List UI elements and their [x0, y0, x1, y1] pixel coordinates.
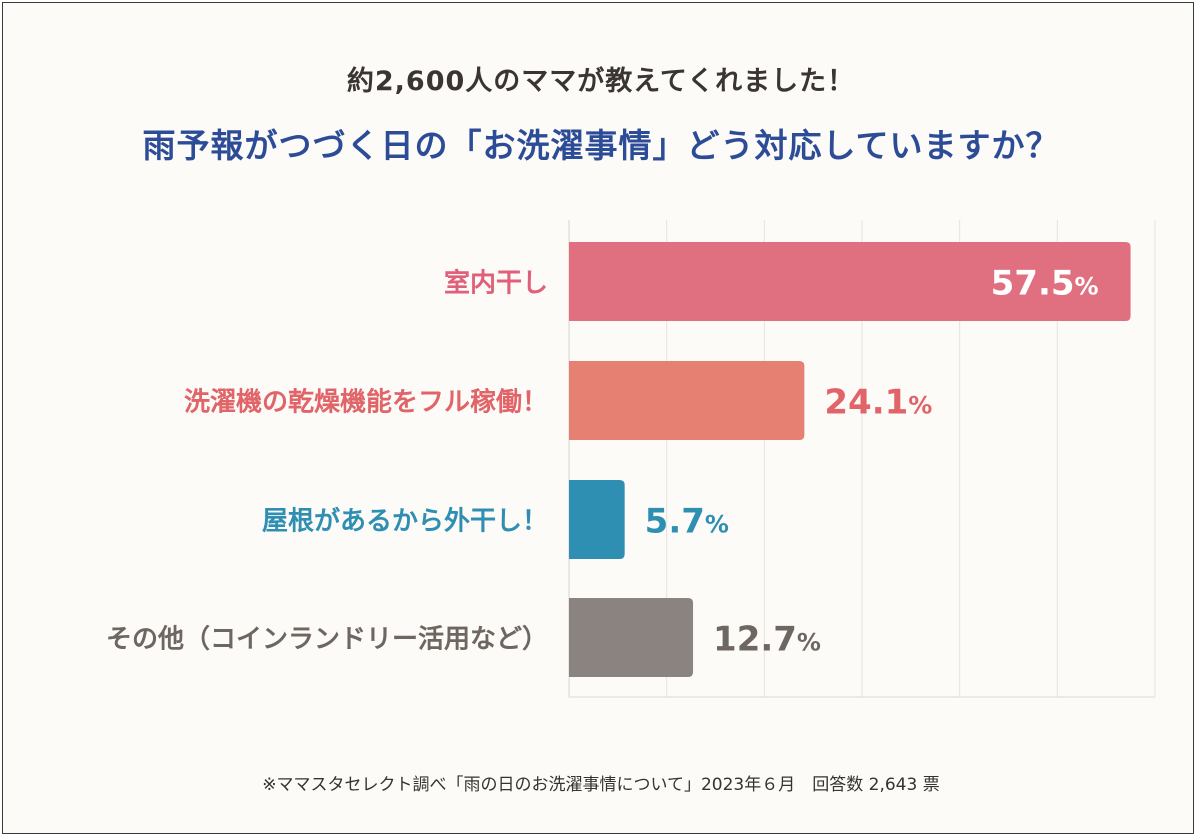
bar	[569, 480, 625, 559]
value-unit: %	[908, 392, 932, 420]
category-label: 室内干し	[444, 268, 548, 299]
source-note: ※ママスタセレクト調べ「雨の日のお洗濯事情について」2023年６月 回答数 2,…	[262, 775, 940, 795]
value-label: 5.7%	[645, 502, 729, 542]
value-unit: %	[705, 511, 729, 539]
category-label: 屋根があるから外干し！	[262, 506, 548, 537]
bar	[569, 361, 805, 440]
value-unit: %	[797, 629, 821, 657]
category-label: 洗濯機の乾燥機能をフル稼働！	[184, 387, 548, 418]
bar	[569, 242, 1131, 321]
chart-title: 雨予報がつづく日の「お洗濯事情」どう対応していますか？	[142, 126, 1060, 165]
value-label: 12.7%	[713, 620, 821, 660]
value-number: 5.7	[645, 502, 705, 542]
chart-subtitle: 約2,600人のママが教えてくれました！	[346, 66, 856, 97]
value-label: 24.1%	[824, 383, 932, 423]
value-label: 57.5%	[991, 264, 1099, 304]
value-number: 57.5	[991, 264, 1075, 304]
bar	[569, 598, 694, 677]
category-label: その他（コインランドリー活用など）	[106, 625, 548, 655]
value-number: 24.1	[824, 383, 908, 423]
value-unit: %	[1075, 273, 1099, 301]
value-number: 12.7	[713, 620, 797, 660]
